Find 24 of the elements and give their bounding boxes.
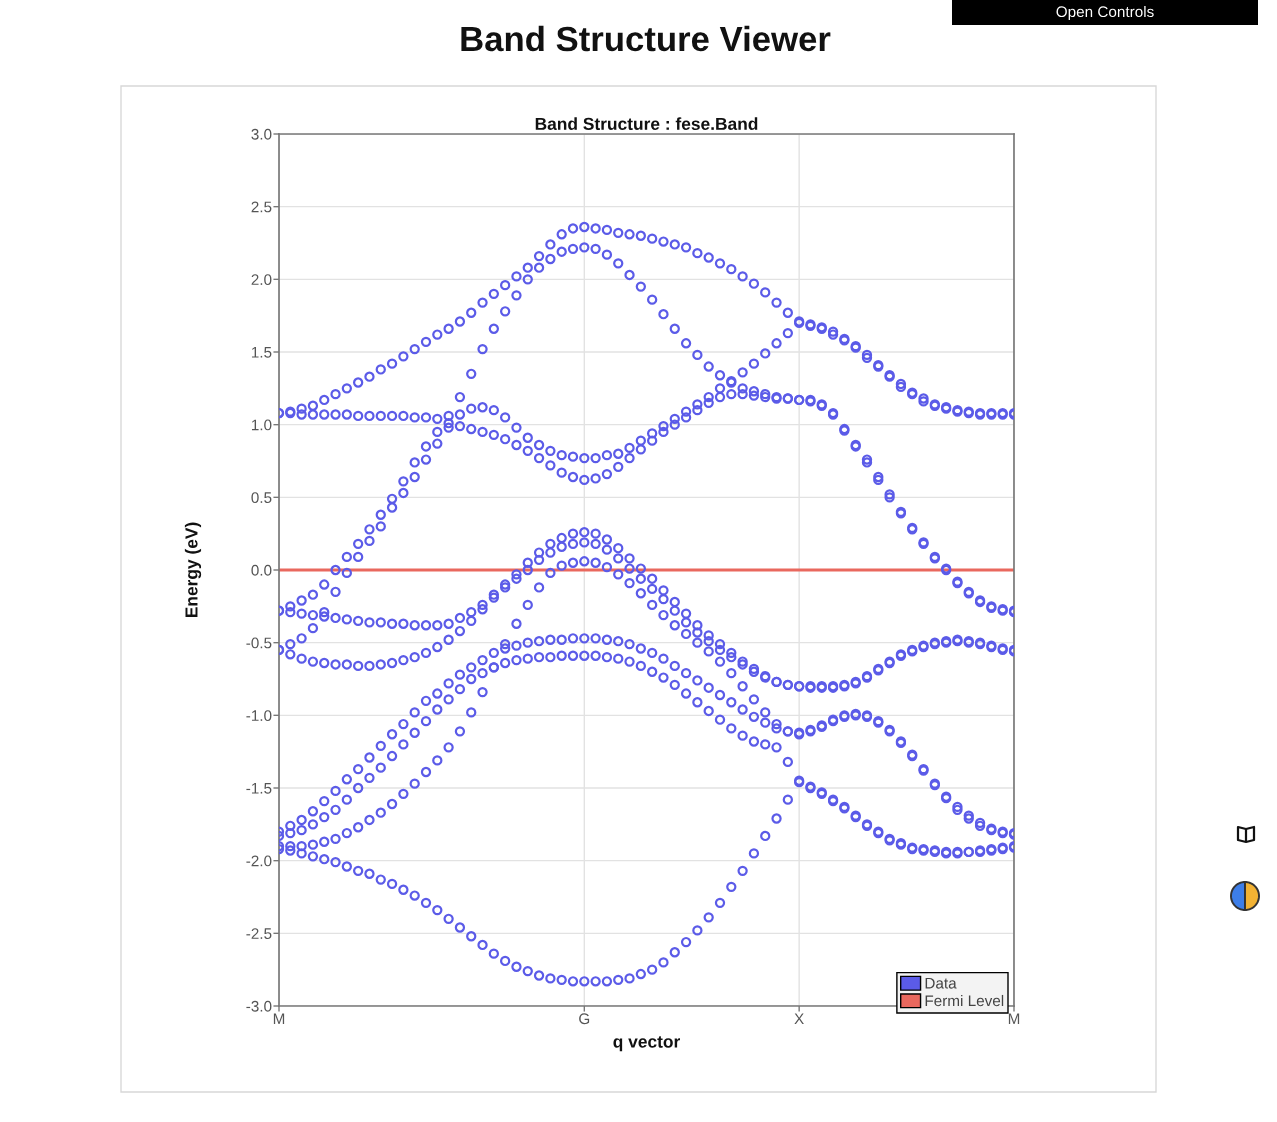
y-tick-label: 0.5 xyxy=(251,492,272,504)
y-tick-label: 1.5 xyxy=(251,347,272,358)
y-tick-label: 0.0 xyxy=(251,564,272,576)
y-axis-title: Energy (eV) xyxy=(184,522,202,618)
y-tick-label: 2.0 xyxy=(251,274,272,286)
y-tick-label: 2.5 xyxy=(251,201,272,213)
chart-title: Band Structure Viewer xyxy=(461,25,831,52)
text: Open Controls xyxy=(1056,5,1154,21)
x-tick-label: X xyxy=(794,1013,804,1025)
legend-label: Data xyxy=(925,977,957,989)
x-tick-label: G xyxy=(579,1013,590,1025)
y-tick-label: -2.0 xyxy=(246,855,272,867)
y-tick-label: -1.5 xyxy=(246,783,272,794)
y-tick-label: 3.0 xyxy=(251,128,272,140)
y-tick-label: -1.0 xyxy=(246,710,272,722)
chart-subtitle: Band Structure : fese.Band xyxy=(535,117,758,130)
y-tick-label: -3.0 xyxy=(246,1000,272,1012)
x-axis-title: q vector xyxy=(613,1036,681,1052)
y-tick-label: 1.0 xyxy=(251,419,272,431)
y-tick-label: -2.5 xyxy=(246,928,272,940)
legend-label: Fermi Level xyxy=(925,994,1004,1007)
y-tick-label: -0.5 xyxy=(246,637,272,649)
x-tick-label: M xyxy=(273,1013,285,1025)
x-tick-label: M xyxy=(1008,1013,1020,1025)
